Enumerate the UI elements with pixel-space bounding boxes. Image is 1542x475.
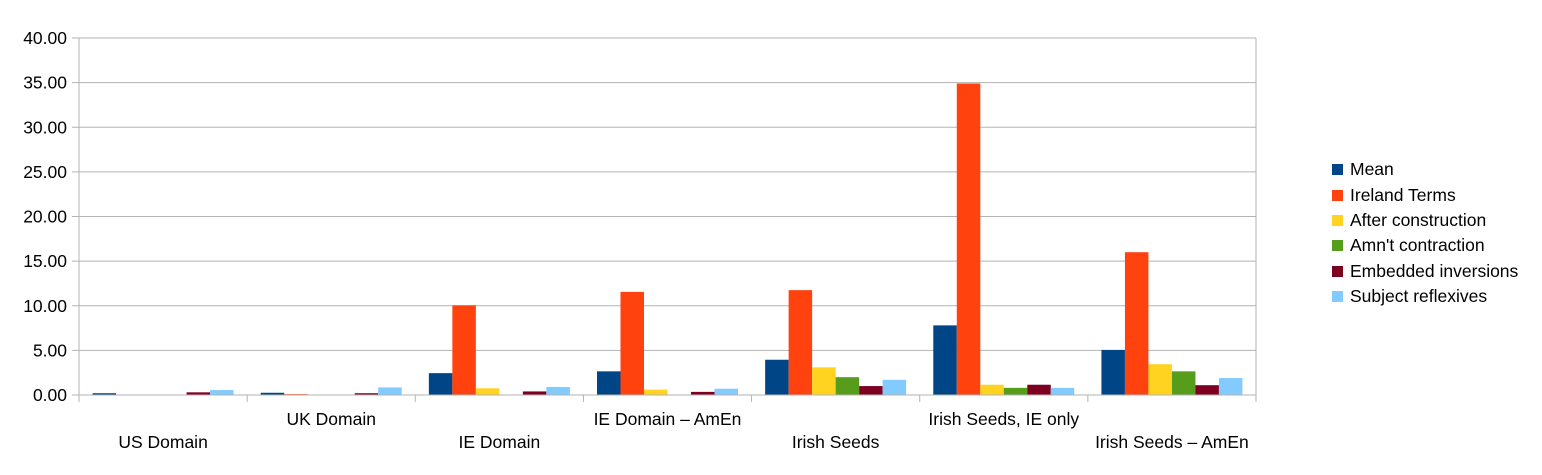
bar bbox=[836, 377, 860, 395]
legend-label: Subject reflexives bbox=[1350, 286, 1487, 307]
bar bbox=[980, 385, 1004, 395]
legend-swatch bbox=[1332, 266, 1343, 277]
bar bbox=[1101, 350, 1125, 395]
bar bbox=[452, 305, 476, 395]
bar bbox=[789, 290, 813, 395]
legend-swatch bbox=[1332, 215, 1343, 226]
legend-label: Embedded inversions bbox=[1350, 261, 1518, 282]
grid-lines bbox=[72, 38, 1256, 395]
bar bbox=[957, 84, 981, 395]
bar bbox=[378, 387, 402, 395]
legend-label: Ireland Terms bbox=[1350, 185, 1456, 206]
y-tick-label: 10.00 bbox=[23, 296, 67, 316]
bar bbox=[1172, 371, 1196, 395]
legend-swatch bbox=[1332, 240, 1343, 251]
x-axis-category-labels: US Domain UK Domain IE Domain IE Domain – A… bbox=[118, 409, 1248, 452]
y-tick-label: 25.00 bbox=[23, 162, 67, 182]
legend-label: Mean bbox=[1350, 159, 1394, 180]
bar bbox=[765, 360, 789, 395]
legend-item: After construction bbox=[1332, 208, 1518, 233]
legend-item: Embedded inversions bbox=[1332, 259, 1518, 284]
x-category-label: US Domain bbox=[118, 432, 207, 452]
bar bbox=[1125, 252, 1149, 395]
legend-label: Amn't contraction bbox=[1350, 235, 1485, 256]
y-tick-label: 5.00 bbox=[33, 340, 67, 360]
bar bbox=[1148, 364, 1172, 395]
bar bbox=[1219, 378, 1243, 395]
legend-swatch bbox=[1332, 291, 1343, 302]
bar bbox=[715, 389, 739, 395]
axes bbox=[79, 38, 1256, 402]
y-tick-label: 35.00 bbox=[23, 73, 67, 93]
x-category-label: IE Domain – AmEn bbox=[594, 409, 742, 429]
bar bbox=[1195, 385, 1219, 395]
bar bbox=[523, 391, 547, 395]
bar bbox=[210, 390, 234, 395]
y-tick-label: 30.00 bbox=[23, 117, 67, 137]
bar bbox=[1004, 388, 1027, 395]
legend-item: Subject reflexives bbox=[1332, 284, 1518, 309]
y-tick-label: 15.00 bbox=[23, 251, 67, 271]
bar bbox=[812, 367, 836, 395]
x-category-label: IE Domain bbox=[459, 432, 541, 452]
y-tick-label: 20.00 bbox=[23, 207, 67, 227]
y-tick-label: 40.00 bbox=[23, 28, 67, 48]
x-category-label: Irish Seeds bbox=[792, 432, 880, 452]
x-category-label: UK Domain bbox=[286, 409, 375, 429]
legend-label: After construction bbox=[1350, 210, 1486, 231]
legend: Mean Ireland Terms After construction Amn't… bbox=[1332, 157, 1518, 309]
bar bbox=[597, 371, 621, 395]
bar bbox=[1027, 385, 1051, 395]
x-category-label: Irish Seeds – AmEn bbox=[1095, 432, 1249, 452]
legend-swatch bbox=[1332, 164, 1343, 175]
legend-item: Amn't contraction bbox=[1332, 233, 1518, 258]
bar bbox=[546, 387, 570, 395]
bar bbox=[883, 380, 907, 395]
y-tick-label: 0.00 bbox=[33, 385, 67, 405]
bar bbox=[859, 386, 883, 395]
bar bbox=[429, 373, 453, 395]
legend-swatch bbox=[1332, 190, 1343, 201]
bar bbox=[476, 388, 500, 395]
bar bbox=[1051, 388, 1075, 395]
bar bbox=[933, 325, 957, 395]
bar bbox=[621, 292, 645, 395]
bar bbox=[644, 390, 668, 395]
legend-item: Mean bbox=[1332, 157, 1518, 182]
legend-item: Ireland Terms bbox=[1332, 182, 1518, 207]
bars bbox=[93, 84, 1243, 395]
y-axis-tick-labels: 0.00 5.00 10.00 15.00 20.00 25.00 30.00 35.00 40… bbox=[23, 28, 67, 405]
x-category-label: Irish Seeds, IE only bbox=[928, 409, 1079, 429]
